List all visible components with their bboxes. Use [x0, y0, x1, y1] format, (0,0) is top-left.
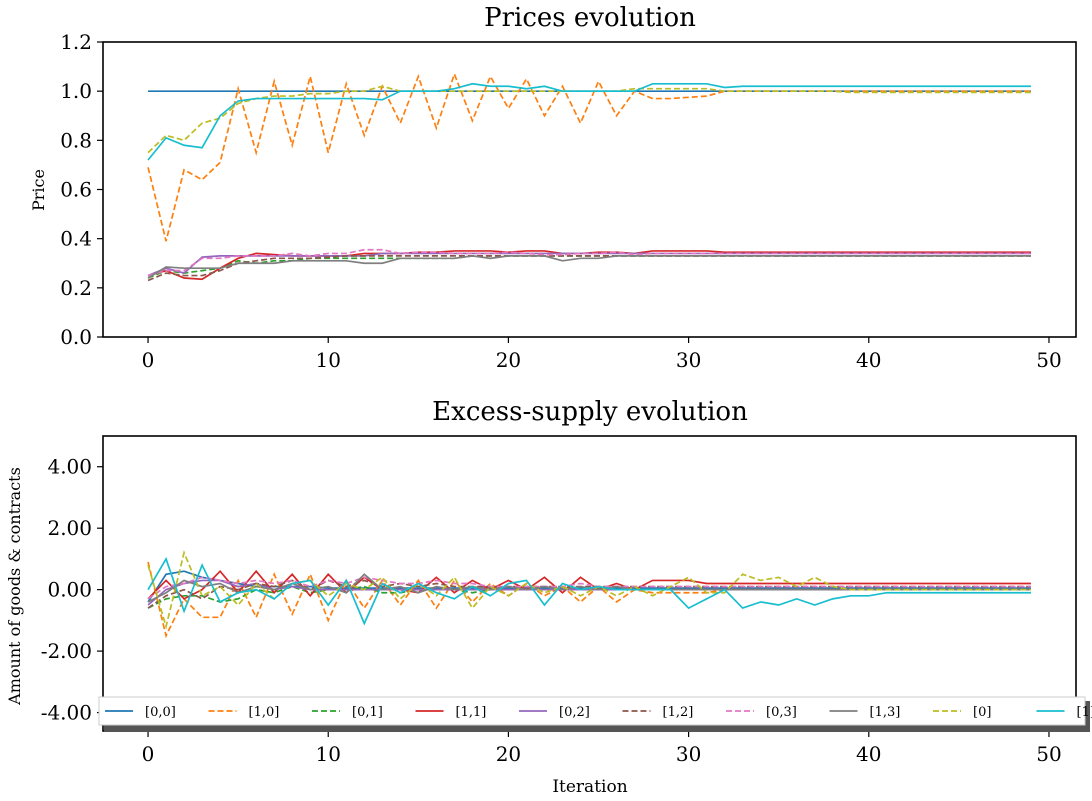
- excess-supply-chart: Excess-supply evolution Amount of goods …: [5, 397, 1077, 797]
- prices-y-tick-label: 1.0: [60, 79, 92, 103]
- prices-ticks-group: 0 10 20 30 40 50 0.0 0.2 0.4 0.6 0.8 1.0 1.2: [60, 30, 1062, 372]
- prices-x-tick-label: 10: [316, 348, 341, 372]
- prices-y-axis-label: Price: [29, 169, 48, 211]
- prices-y-tick-label: 0.8: [60, 128, 92, 152]
- prices-y-tick-label: 1.2: [60, 30, 92, 54]
- legend-box: [98, 696, 1086, 726]
- excess-supply-y-tick-label: 4.00: [47, 455, 92, 479]
- legend-label-6: [0,3]: [766, 705, 797, 720]
- legend-label-3: [1,1]: [456, 705, 487, 720]
- legend-label-7: [1,3]: [870, 705, 901, 720]
- prices-y-tick-label: 0.2: [60, 276, 92, 300]
- excess-supply-x-tick-label: 20: [496, 742, 521, 766]
- prices-y-tick-label: 0.0: [60, 325, 92, 349]
- legend-label-2: [0,1]: [352, 705, 383, 720]
- legend-label-1: [1,0]: [249, 705, 280, 720]
- excess-supply-y-tick-label: -2.00: [41, 639, 92, 663]
- prices-series-group: [147, 71, 1031, 282]
- prices-x-tick-label: 0: [142, 348, 155, 372]
- prices-chart-title: Prices evolution: [484, 3, 696, 33]
- excess-supply-ticks-group: 0 10 20 30 40 50 -4.00 -2.00 0.00 2.00 4.00: [41, 455, 1062, 766]
- excess-supply-x-tick-label: 40: [856, 742, 881, 766]
- excess-supply-y-tick-label: 2.00: [47, 516, 92, 540]
- prices-chart: Prices evolution Price 0 10 20 30 40 50 0.0 0.2…: [29, 3, 1077, 372]
- legend-label-4: [0,2]: [559, 705, 590, 720]
- excess-supply-x-tick-label: 50: [1036, 742, 1061, 766]
- excess-supply-y-axis-label: Amount of goods & contracts: [5, 467, 24, 706]
- prices-plot-frame: [102, 41, 1077, 338]
- legend-label-9: [1]: [1077, 705, 1092, 720]
- excess-supply-x-tick-label: 0: [142, 742, 155, 766]
- excess-supply-x-axis-label: Iteration: [552, 777, 627, 797]
- prices-series-line-6: [147, 248, 1031, 277]
- excess-supply-x-tick-label: 10: [316, 742, 341, 766]
- prices-y-tick-label: 0.4: [60, 227, 92, 251]
- legend-label-5: [1,2]: [663, 705, 694, 720]
- excess-supply-series-line-9: [147, 556, 1031, 626]
- excess-supply-series-line-6: [147, 576, 1031, 600]
- prices-y-tick-label: 0.6: [60, 178, 92, 202]
- prices-x-tick-label: 30: [676, 348, 701, 372]
- excess-supply-series-group: [147, 550, 1031, 639]
- excess-supply-series-line-3: [147, 569, 1031, 600]
- excess-supply-y-tick-label: -4.00: [41, 701, 92, 725]
- legend-label-0: [0,0]: [145, 705, 176, 720]
- excess-supply-x-tick-label: 30: [676, 742, 701, 766]
- prices-series-line-7: [147, 255, 1031, 279]
- excess-supply-chart-title: Excess-supply evolution: [432, 397, 748, 427]
- prices-x-tick-label: 40: [856, 348, 881, 372]
- legend-label-8: [0]: [973, 705, 991, 720]
- excess-supply-y-tick-label: 0.00: [47, 578, 92, 602]
- prices-series-line-9: [147, 82, 1031, 161]
- prices-x-tick-label: 20: [496, 348, 521, 372]
- legend-items: [0,0] [1,0] [0,1] [1,1] [0,2] [1,2] [0,3] [1,3]…: [105, 705, 1092, 720]
- prices-series-line-1: [147, 71, 1031, 242]
- prices-x-tick-label: 50: [1036, 348, 1061, 372]
- legend: [0,0] [1,0] [0,1] [1,1] [0,2] [1,2] [0,3] [1,3]…: [98, 696, 1092, 732]
